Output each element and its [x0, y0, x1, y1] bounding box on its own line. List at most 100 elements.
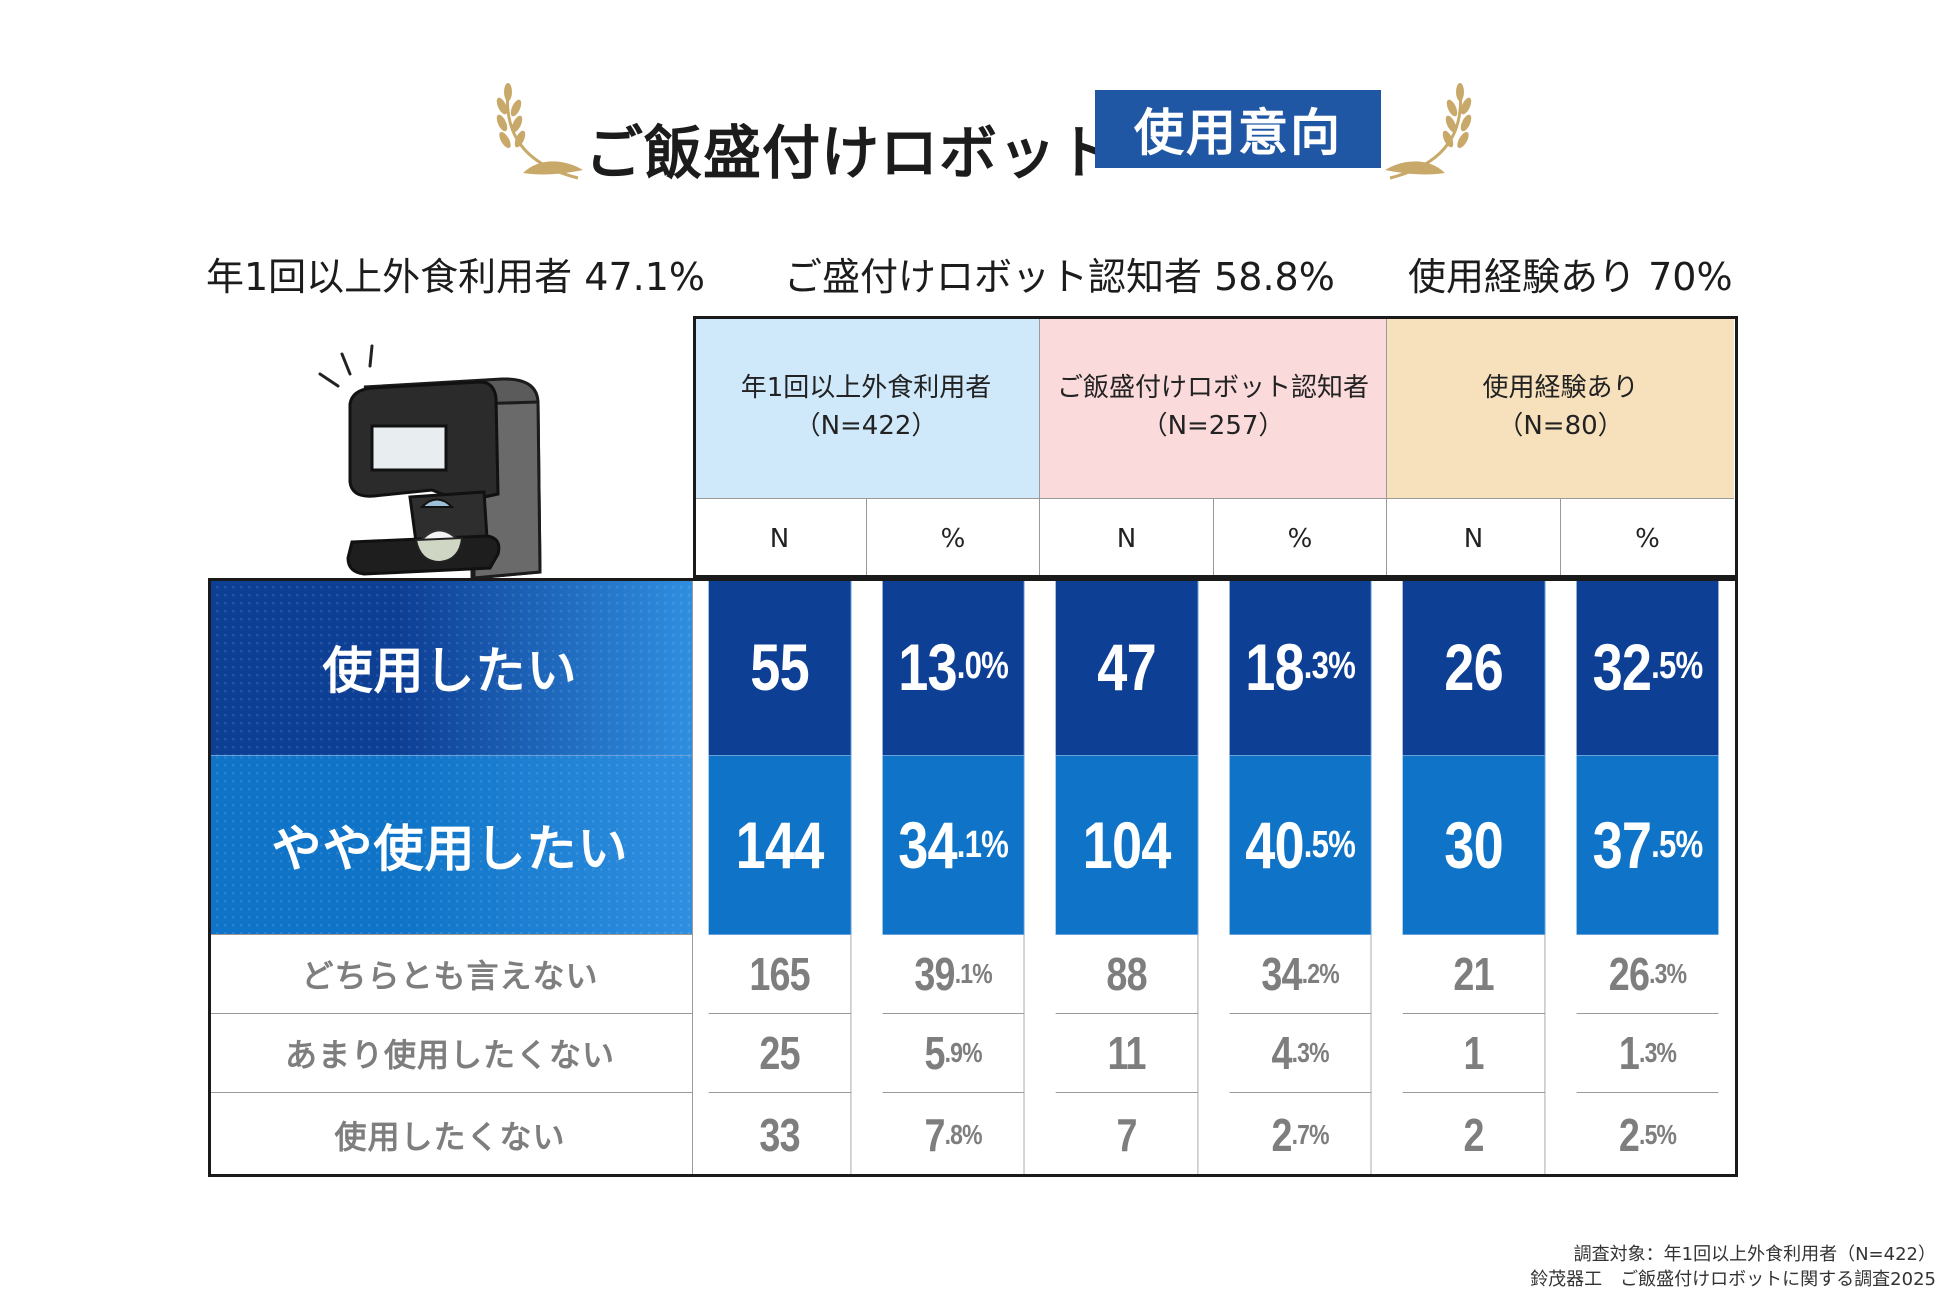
sub-header-label: N — [1116, 523, 1137, 554]
page-title: ご飯盛付けロボット — [585, 119, 1117, 187]
group-header-name: ご飯盛付けロボット認知者 — [1056, 373, 1369, 403]
value-pct-int: 1 — [1618, 1027, 1640, 1079]
sub-header: N — [1040, 498, 1214, 578]
value-pct-int: 2 — [1271, 1108, 1292, 1161]
value-pct: 40.5% — [1229, 756, 1372, 935]
sub-header-label: % — [1635, 523, 1660, 554]
summary-item-2: ご盛付けロボット認知者 58.8% — [784, 246, 1335, 301]
value-n: 104 — [1055, 756, 1199, 935]
row-label-text: あまり使用したくない — [284, 1036, 615, 1074]
summary-item-1: 年1回以上外食利用者 47.1% — [206, 246, 705, 301]
group-header-n: （N=257） — [1141, 411, 1285, 441]
value-n: 55 — [708, 578, 852, 756]
row-label-text: どちらとも言えない — [301, 957, 599, 995]
value-pct-int: 39 — [914, 948, 955, 1000]
value-pct-int: 13 — [898, 629, 957, 704]
value-pct-dec: .5% — [1651, 823, 1703, 866]
value-pct: 4.3% — [1229, 1014, 1372, 1093]
value-n-text: 33 — [759, 1108, 800, 1161]
value-pct-int: 34 — [898, 808, 957, 882]
value-pct-int: 40 — [1245, 808, 1304, 882]
title-area: ご飯盛付けロボット 使用意向 — [0, 78, 1950, 188]
value-pct-dec: .5% — [1651, 645, 1703, 687]
summary-label: 使用経験あり — [1408, 255, 1637, 299]
value-pct-int: 7 — [924, 1108, 945, 1161]
value-n: 30 — [1402, 756, 1546, 935]
value-n-text: 165 — [749, 948, 810, 1000]
value-pct-dec: .3% — [1649, 958, 1687, 989]
value-pct-dec: .7% — [1291, 1118, 1330, 1150]
sub-header-label: N — [1463, 523, 1484, 554]
value-pct: 1.3% — [1576, 1014, 1719, 1093]
rice-robot-icon — [318, 344, 542, 580]
value-pct-dec: .9% — [944, 1037, 983, 1068]
value-pct-dec: .8% — [944, 1118, 983, 1150]
group-header-name: 年1回以上外食利用者 — [740, 373, 992, 403]
title-badge: 使用意向 — [1095, 90, 1381, 168]
summary-value: 70% — [1648, 255, 1733, 299]
row-label-text: 使用したくない — [334, 1117, 566, 1156]
value-n-text: 144 — [735, 808, 825, 882]
value-n: 21 — [1402, 935, 1546, 1014]
value-pct-dec: .5% — [1303, 823, 1356, 866]
value-n: 1 — [1402, 1014, 1546, 1093]
value-pct-int: 32 — [1592, 629, 1652, 704]
footer-survey-target: 調査対象：年1回以上外食利用者（N=422） — [1573, 1244, 1936, 1265]
value-pct: 7.8% — [882, 1093, 1025, 1177]
summary-label: ご盛付けロボット認知者 — [784, 255, 1203, 299]
value-n: 47 — [1055, 578, 1199, 756]
value-pct-int: 5 — [924, 1027, 945, 1079]
value-n-text: 25 — [759, 1027, 800, 1079]
value-pct: 34.2% — [1229, 935, 1372, 1014]
value-n: 7 — [1055, 1093, 1199, 1177]
value-n: 33 — [708, 1093, 852, 1177]
group-header: 使用経験あり （N=80） — [1387, 316, 1734, 498]
sub-header: % — [1214, 498, 1387, 578]
row-label: あまり使用したくない — [208, 1014, 693, 1093]
value-pct-dec: .1% — [954, 958, 993, 989]
value-pct: 32.5% — [1576, 578, 1719, 756]
value-pct: 2.5% — [1576, 1093, 1719, 1177]
value-n: 165 — [708, 935, 852, 1014]
wheat-right-icon — [1385, 83, 1472, 180]
value-n-text: 26 — [1444, 629, 1503, 704]
value-n-text: 1 — [1463, 1027, 1485, 1079]
value-pct-dec: .1% — [956, 823, 1009, 866]
value-pct: 13.0% — [882, 578, 1025, 756]
value-pct: 26.3% — [1576, 935, 1719, 1014]
data-table: 年1回以上外食利用者 （N=422） N% ご飯盛付けロボット認知者 （N=257） N%… — [208, 316, 1744, 1177]
value-pct-int: 37 — [1592, 808, 1652, 882]
value-pct-int: 4 — [1271, 1027, 1292, 1079]
value-n: 26 — [1402, 578, 1546, 756]
value-pct-dec: .5% — [1639, 1118, 1677, 1150]
sub-header: % — [1561, 498, 1734, 578]
summary-value: 58.8% — [1214, 255, 1335, 299]
sub-header: % — [867, 498, 1040, 578]
group-header-name: 使用経験あり — [1482, 373, 1639, 403]
value-n: 25 — [708, 1014, 852, 1093]
value-n: 2 — [1402, 1093, 1546, 1177]
value-pct-int: 26 — [1608, 948, 1650, 1000]
value-n-text: 30 — [1444, 808, 1503, 882]
row-label-text: やや使用したい — [271, 820, 629, 878]
value-n-text: 11 — [1107, 1027, 1146, 1079]
value-pct-dec: .3% — [1303, 645, 1356, 687]
value-n-text: 47 — [1097, 629, 1156, 704]
value-n-text: 55 — [750, 629, 809, 704]
group-header: 年1回以上外食利用者 （N=422） — [693, 316, 1040, 498]
sub-header: N — [1387, 498, 1561, 578]
value-pct: 34.1% — [882, 756, 1025, 935]
value-pct-dec: .3% — [1291, 1037, 1330, 1068]
summary-label: 年1回以上外食利用者 — [206, 255, 573, 299]
value-pct-int: 18 — [1245, 629, 1304, 704]
sub-header-label: % — [1287, 523, 1313, 554]
row-label: やや使用したい — [208, 756, 693, 935]
summary-value: 47.1% — [584, 255, 705, 299]
value-n-text: 21 — [1453, 948, 1494, 1000]
row-label-text: 使用したい — [322, 641, 578, 700]
row-label: 使用したくない — [208, 1093, 693, 1177]
value-n: 144 — [708, 756, 852, 935]
value-pct-dec: .2% — [1301, 958, 1340, 989]
value-n-text: 2 — [1463, 1108, 1485, 1161]
group-header-n: （N=80） — [1497, 411, 1624, 441]
